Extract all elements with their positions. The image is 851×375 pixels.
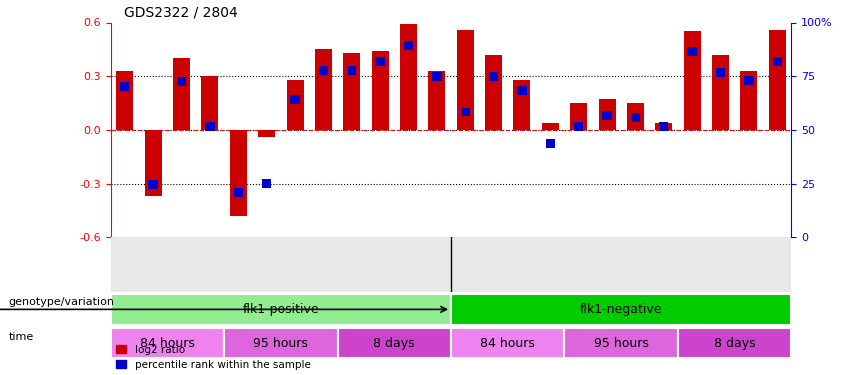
Bar (258, 130, 275, 137)
FancyBboxPatch shape (111, 294, 451, 324)
Bar (545, 139, 555, 148)
Bar (517, 86, 527, 95)
Bar (149, 180, 158, 189)
Bar (287, 80, 304, 130)
Bar (173, 58, 190, 130)
Bar (457, 30, 474, 130)
Text: 84 hours: 84 hours (140, 337, 195, 350)
FancyBboxPatch shape (224, 328, 338, 358)
Bar (712, 55, 729, 130)
Bar (603, 111, 612, 120)
Bar (488, 72, 499, 81)
Bar (318, 66, 328, 75)
Bar (262, 179, 271, 188)
Bar (372, 51, 389, 130)
Bar (773, 57, 782, 66)
Bar (716, 68, 725, 77)
Bar (659, 122, 669, 131)
FancyBboxPatch shape (451, 328, 564, 358)
Bar (205, 122, 214, 131)
Text: flk1-positive: flk1-positive (243, 303, 319, 316)
Bar (655, 123, 672, 130)
Bar (542, 123, 559, 130)
Bar (145, 130, 162, 196)
Bar (740, 71, 757, 130)
Bar (570, 103, 587, 130)
Legend: log2 ratio, percentile rank within the sample: log2 ratio, percentile rank within the s… (116, 345, 311, 370)
Bar (404, 41, 414, 50)
FancyBboxPatch shape (338, 328, 451, 358)
Bar (315, 50, 332, 130)
Bar (177, 77, 186, 86)
Text: 95 hours: 95 hours (254, 337, 308, 350)
Text: time: time (9, 333, 34, 342)
Bar (202, 76, 219, 130)
Bar (233, 188, 243, 197)
Bar (688, 46, 697, 56)
Bar (347, 66, 357, 75)
Text: flk1-negative: flk1-negative (580, 303, 662, 316)
Bar (485, 55, 502, 130)
Bar (400, 24, 417, 130)
Bar (290, 95, 300, 104)
Bar (631, 113, 640, 122)
Bar (574, 122, 584, 131)
Text: 95 hours: 95 hours (594, 337, 648, 350)
Text: genotype/variation: genotype/variation (9, 297, 115, 307)
Bar (460, 108, 470, 117)
FancyBboxPatch shape (111, 328, 224, 358)
Bar (598, 99, 615, 130)
Bar (428, 71, 445, 130)
Text: 84 hours: 84 hours (480, 337, 535, 350)
Bar (117, 71, 134, 130)
Bar (343, 53, 360, 130)
Text: 8 days: 8 days (714, 337, 756, 350)
FancyBboxPatch shape (451, 294, 791, 324)
Bar (230, 130, 247, 216)
Bar (375, 57, 385, 66)
FancyBboxPatch shape (564, 328, 678, 358)
Bar (768, 30, 785, 130)
Text: GDS2322 / 2804: GDS2322 / 2804 (124, 6, 238, 20)
FancyBboxPatch shape (678, 328, 791, 358)
Text: 8 days: 8 days (374, 337, 415, 350)
Bar (683, 32, 700, 130)
Bar (513, 80, 530, 130)
Bar (432, 72, 442, 81)
Bar (120, 82, 129, 90)
Bar (627, 103, 644, 130)
Bar (744, 76, 754, 85)
